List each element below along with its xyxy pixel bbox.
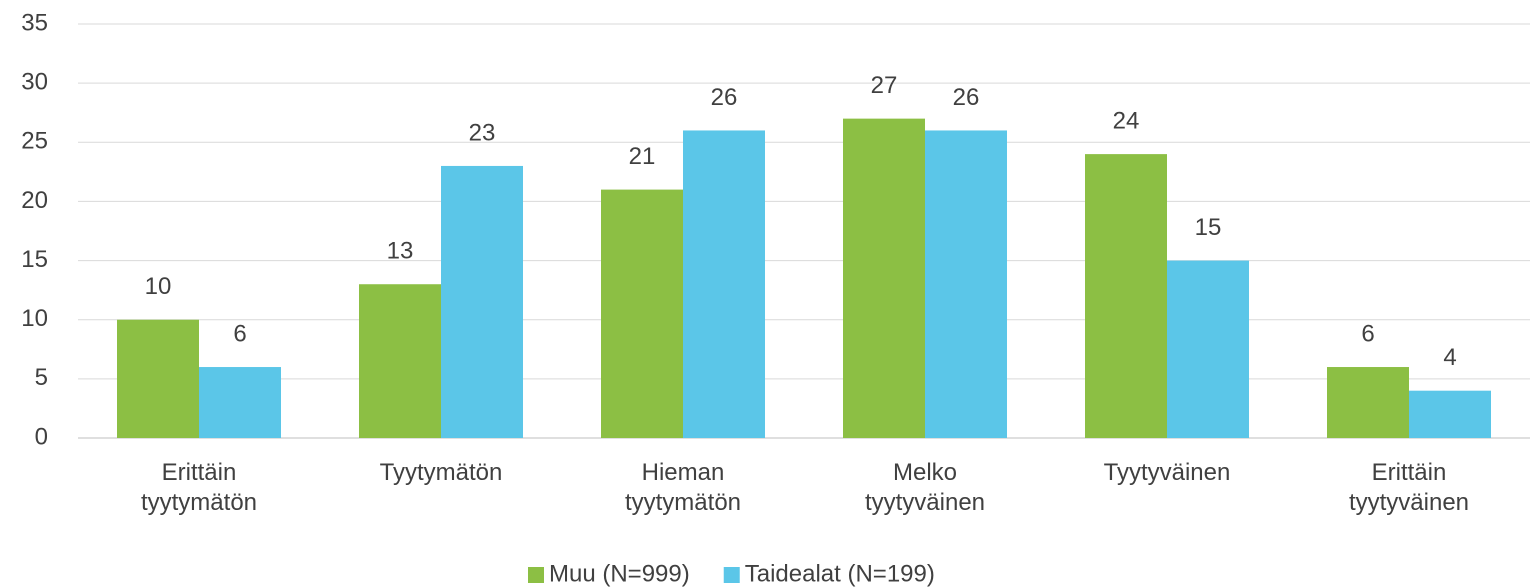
y-tick-label: 0 [35,423,48,450]
bar [1085,154,1167,438]
y-tick-label: 25 [21,128,48,155]
data-label: 6 [233,320,246,347]
bar [601,189,683,438]
data-label: 26 [953,84,980,111]
bar [117,319,199,438]
bar [843,118,925,438]
x-tick-label: Hieman tyytymätön [624,459,742,516]
y-tick-label: 20 [21,187,48,214]
legend-label: Taidealat (N=199) [745,560,935,587]
data-label: 13 [387,238,414,265]
bar [683,130,765,438]
data-label: 27 [871,72,898,99]
data-label: 10 [145,273,172,300]
bar [199,367,281,438]
x-tick-label: Erittäin tyytyväinen [1348,459,1470,516]
y-tick-label: 10 [21,305,48,332]
y-tick-label: 35 [21,9,48,36]
y-tick-label: 5 [35,364,48,391]
legend-label: Muu (N=999) [549,560,690,587]
bar [925,130,1007,438]
bar [441,165,523,438]
data-label: 23 [469,119,496,146]
data-label: 6 [1361,320,1374,347]
data-label: 24 [1113,107,1140,134]
data-label: 4 [1443,344,1456,371]
x-tick-label: Tyytymätön [379,459,503,486]
x-tick-label: Melko tyytyväinen [864,459,986,516]
data-label: 15 [1195,214,1222,241]
x-tick-label: Erittäin tyytymätön [140,459,258,516]
data-label: 26 [711,84,738,111]
bar [1167,260,1249,438]
legend-swatch [723,567,740,583]
x-tick-label: Tyytyväinen [1103,459,1231,486]
bar [1327,367,1409,438]
bar [359,284,441,438]
data-label: 21 [629,143,656,170]
bar [1409,390,1491,438]
legend-swatch [528,567,544,583]
y-tick-label: 15 [21,246,48,273]
y-tick-label: 30 [21,68,48,95]
